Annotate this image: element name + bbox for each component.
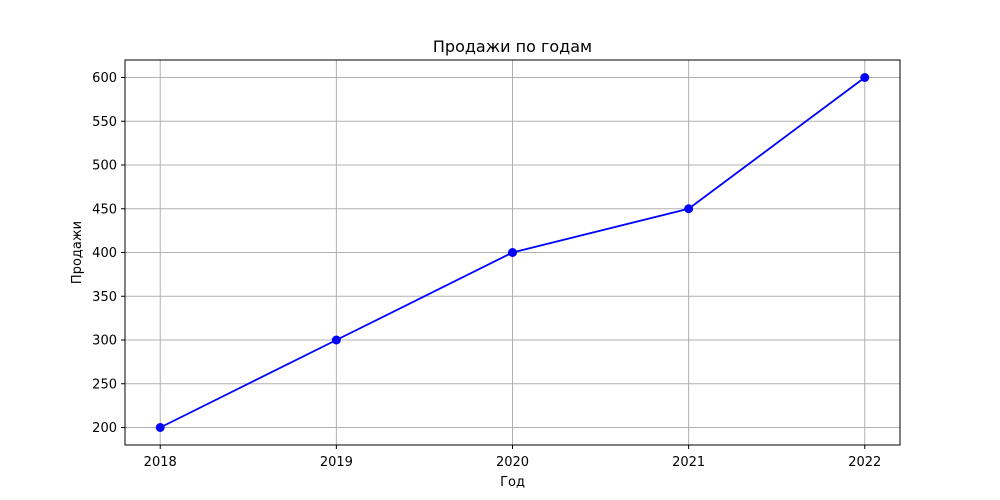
data-point-marker xyxy=(155,423,165,432)
y-tick-label: 500 xyxy=(92,159,117,174)
y-tick-label: 450 xyxy=(92,202,117,217)
x-tick-label: 2019 xyxy=(320,455,353,470)
x-tick-label: 2018 xyxy=(144,455,177,470)
axis-ticks: 2018 2019 2020 2021 2022 200 250 300 350 400 450 50… xyxy=(92,71,881,470)
x-axis-title: Год xyxy=(500,475,525,490)
y-tick-label: 600 xyxy=(92,71,117,86)
x-tick-label: 2022 xyxy=(848,455,881,470)
x-tick-label: 2020 xyxy=(496,455,529,470)
y-tick-label: 250 xyxy=(92,377,117,392)
y-tick-label: 400 xyxy=(92,246,117,261)
data-point-marker xyxy=(860,73,870,82)
data-series xyxy=(155,73,870,432)
data-point-marker xyxy=(508,248,517,257)
y-axis-title: Продажи xyxy=(70,221,85,284)
x-tick-label: 2021 xyxy=(672,455,705,470)
data-point-marker xyxy=(331,335,341,345)
y-tick-label: 350 xyxy=(92,290,117,305)
y-tick-label: 300 xyxy=(92,334,117,349)
chart-title: Продажи по годам xyxy=(433,37,592,56)
y-tick-label: 200 xyxy=(92,421,117,436)
data-point-marker xyxy=(684,204,694,214)
y-tick-label: 550 xyxy=(92,115,117,130)
grid xyxy=(125,60,900,445)
